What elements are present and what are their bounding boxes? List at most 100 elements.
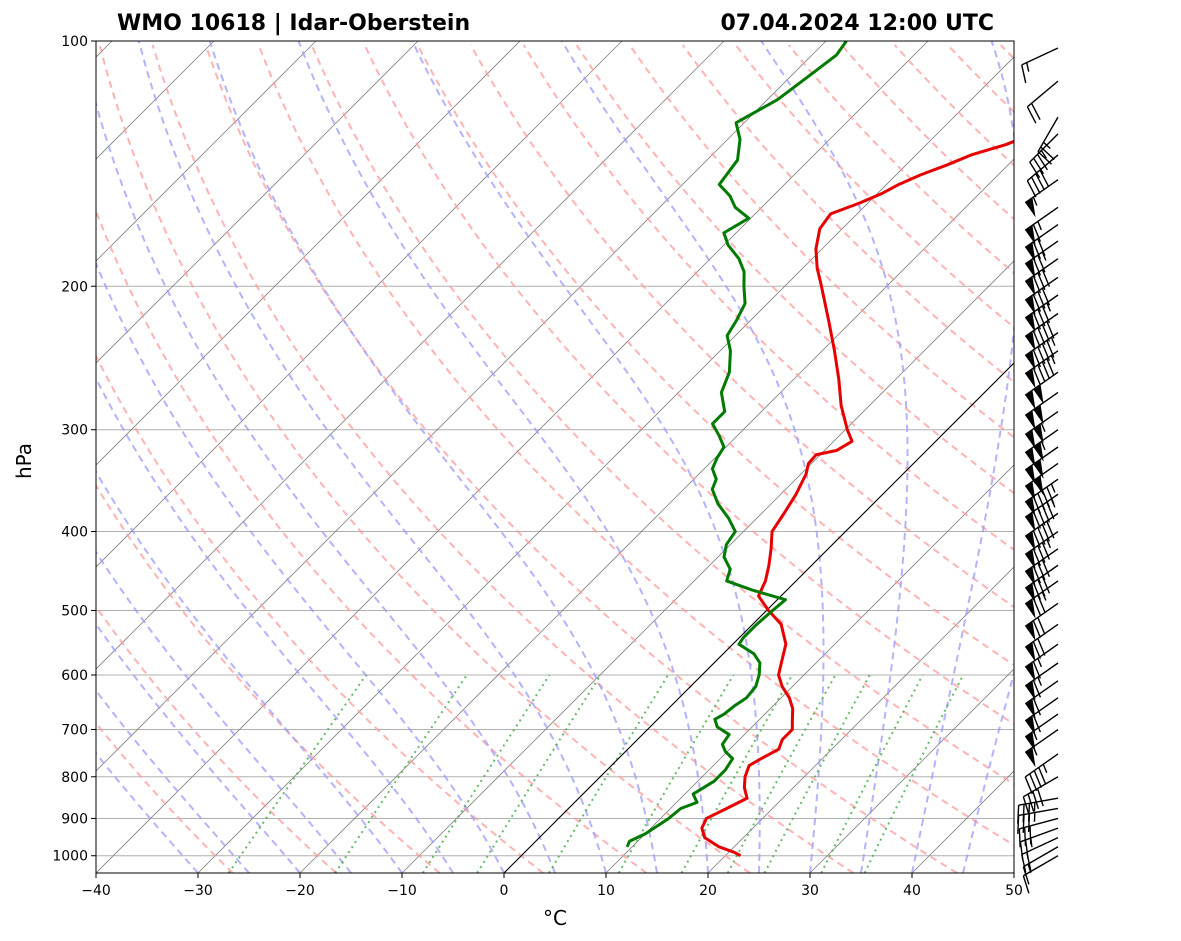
wind-barb-flag — [1041, 361, 1051, 380]
y-tick-label: 800 — [61, 770, 88, 786]
chart-title-station: WMO 10618 | Idar-Oberstein — [117, 11, 470, 36]
x-tick-label: −20 — [285, 883, 315, 899]
wind-barb-shaft — [1024, 623, 1059, 648]
wind-barb-pennant — [1033, 404, 1044, 425]
wind-barb-pennant — [1033, 459, 1044, 480]
x-axis-ticks: −40 −30 −20 −10 0 10 20 30 40 50 — [81, 873, 1023, 899]
wind-barb — [1024, 580, 1059, 619]
wind-barb-shaft — [1024, 602, 1059, 627]
wind-barb-half-flag — [1037, 676, 1043, 686]
chart-title-datetime: 07.04.2024 12:00 UTC — [720, 11, 994, 36]
wind-barb-half-flag — [1040, 441, 1046, 451]
wind-barb-pennant — [1025, 698, 1036, 719]
wind-barb-flag — [1046, 520, 1055, 539]
wind-barb-flag — [1032, 620, 1042, 638]
wind-barb — [1021, 47, 1059, 84]
wind-barb-shaft — [1024, 276, 1059, 301]
moist-adiabat-line — [96, 550, 352, 873]
wind-barb-shaft — [1021, 47, 1059, 66]
wind-barb — [1024, 350, 1059, 389]
wind-barb-pennant — [1025, 350, 1036, 371]
mixing-ratio-line — [476, 674, 602, 873]
wind-barb-pennant — [1033, 475, 1044, 496]
mixing-ratio-line — [227, 674, 367, 873]
y-axis-ticks: 100 200 300 400 500 600 700 800 900 1000 — [52, 34, 96, 865]
y-tick-label: 600 — [61, 668, 88, 684]
wind-barb-pennant — [1025, 410, 1036, 431]
dry-adiabat-line — [522, 44, 1014, 551]
wind-barb-flag — [1032, 641, 1042, 659]
wind-barb — [1024, 223, 1059, 263]
wind-barb-flag — [1030, 102, 1041, 120]
wind-barb-flag — [1040, 146, 1055, 160]
wind-barb-shaft — [1024, 371, 1059, 396]
wind-barb-flag — [1036, 788, 1044, 807]
dry-adiabat-line — [257, 44, 1014, 847]
y-axis-label: hPa — [12, 443, 36, 479]
wind-barb-flag — [1041, 575, 1051, 594]
wind-barb-half-flag — [1046, 539, 1052, 549]
wind-barb-flag — [1037, 254, 1046, 273]
wind-barb-pennant — [1033, 384, 1044, 405]
wind-barb-flag — [1037, 579, 1046, 597]
isotherm-line — [605, 464, 1014, 873]
isotherm-line — [96, 41, 827, 772]
wind-barb-flag — [1046, 486, 1055, 505]
wind-barb-half-flag — [1027, 863, 1032, 874]
wind-barb-shaft — [1024, 312, 1059, 338]
wind-barb-flag — [1033, 770, 1042, 788]
wind-barb-pennant — [1025, 447, 1036, 468]
wind-barb-flag — [1027, 793, 1035, 812]
wind-barb-half-flag — [1050, 337, 1056, 347]
wind-barb-half-flag — [1032, 196, 1038, 206]
wind-barb-flag — [1038, 767, 1047, 785]
mixing-ratio-line — [763, 674, 871, 873]
wind-barb-shaft — [1023, 855, 1059, 877]
y-tick-label: 500 — [61, 603, 88, 619]
wind-barb-flag — [1037, 327, 1046, 345]
moist-adiabat-line — [96, 751, 199, 873]
wind-barb — [1024, 548, 1059, 587]
wind-barb — [1029, 133, 1059, 179]
x-tick-label: −10 — [387, 883, 417, 899]
wind-barb — [1037, 116, 1059, 165]
mixing-ratio-line — [334, 674, 468, 873]
wind-barb-flag — [1029, 773, 1038, 792]
wind-barb-shaft — [1024, 728, 1059, 754]
mixing-ratio-line — [680, 674, 794, 873]
wind-barb-flag — [1032, 349, 1042, 368]
y-tick-label: 900 — [61, 811, 88, 827]
dry-adiabat-line — [151, 44, 854, 873]
wind-barb-shaft — [1024, 429, 1059, 454]
wind-barb-flag — [1041, 305, 1051, 324]
wind-barb-half-flag — [1050, 355, 1056, 365]
isotherm-line — [96, 41, 623, 568]
wind-barb-half-flag — [1026, 62, 1030, 72]
mixing-ratio-line — [422, 674, 551, 873]
wind-barb-flag — [1046, 358, 1055, 376]
wind-barb — [1024, 623, 1059, 663]
wind-barb-flag — [1032, 679, 1042, 698]
wind-barb-flag — [1024, 776, 1033, 795]
wind-barb-flag — [1018, 828, 1021, 848]
wind-barb-flag — [1037, 291, 1046, 309]
wind-barb-flag — [1032, 258, 1042, 276]
wind-barb-flag — [1032, 697, 1042, 716]
plot-area — [96, 41, 1014, 873]
y-tick-label: 200 — [61, 279, 88, 295]
wind-barb-pennant — [1025, 242, 1036, 263]
wind-barb-shaft — [1024, 643, 1059, 668]
wind-barb-pennant — [1025, 583, 1036, 603]
wind-barb-pennant — [1025, 197, 1036, 218]
x-tick-label: 40 — [903, 883, 921, 899]
wind-barb-pennant — [1025, 512, 1036, 532]
wind-barb-flag — [1032, 330, 1042, 349]
wind-barb — [1024, 602, 1059, 642]
wind-barb-flag — [1036, 153, 1048, 171]
wind-barb-pennant — [1025, 731, 1036, 752]
wind-barb-flag — [1026, 180, 1037, 198]
moist-adiabat-line — [96, 622, 301, 873]
wind-barb-shaft — [1024, 697, 1059, 722]
dry-adiabat-line — [96, 208, 648, 873]
